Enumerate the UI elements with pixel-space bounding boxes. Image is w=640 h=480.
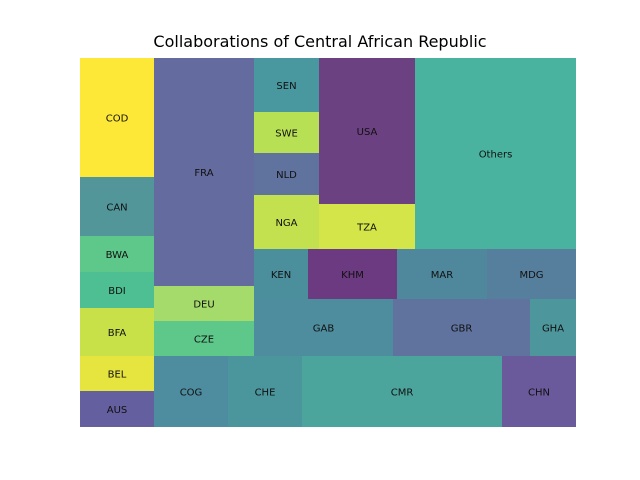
treemap-cell-cog (154, 356, 228, 427)
treemap-label-aus: AUS (107, 405, 128, 416)
treemap-cell-usa (319, 58, 415, 204)
treemap-label-mdg: MDG (519, 270, 543, 281)
treemap-cell-nga (254, 195, 319, 249)
treemap-label-gbr: GBR (451, 324, 473, 335)
treemap-label-swe: SWE (275, 129, 298, 140)
treemap-label-bwa: BWA (106, 250, 129, 261)
treemap-label-nga: NGA (275, 218, 297, 229)
chart-title: Collaborations of Central African Republ… (153, 32, 487, 51)
treemap-cell-others (415, 58, 576, 249)
treemap-label-cod: COD (106, 114, 129, 125)
treemap-label-tza: TZA (356, 223, 377, 234)
treemap-label-can: CAN (106, 203, 127, 214)
treemap-cell-deu (154, 286, 254, 321)
treemap-label-khm: KHM (341, 270, 364, 281)
treemap-label-gab: GAB (313, 324, 335, 335)
treemap-cell-tza (319, 204, 415, 249)
treemap-cell-bdi (80, 272, 154, 308)
treemap-cell-gbr (393, 299, 530, 356)
treemap-label-others: Others (479, 150, 513, 161)
treemap-cell-che (228, 356, 302, 427)
treemap-cell-cod (80, 58, 154, 177)
treemap-cell-cmr (302, 356, 502, 427)
treemap-label-mar: MAR (431, 270, 453, 281)
treemap-label-nld: NLD (276, 170, 297, 181)
treemap-cell-can (80, 177, 154, 236)
treemap-label-che: CHE (255, 388, 276, 399)
treemap-cell-swe (254, 112, 319, 153)
treemap-cell-chn (502, 356, 576, 427)
treemap-cell-mdg (487, 249, 576, 299)
treemap-cell-cze (154, 321, 254, 356)
treemap-label-deu: DEU (193, 300, 214, 311)
treemap-cell-bfa (80, 308, 154, 356)
treemap-cell-bel (80, 356, 154, 391)
treemap-cell-nld (254, 153, 319, 195)
treemap-label-sen: SEN (276, 81, 296, 92)
treemap-label-cze: CZE (194, 335, 214, 346)
treemap-label-bdi: BDI (108, 286, 126, 297)
treemap-cell-ken (254, 249, 308, 299)
treemap-label-fra: FRA (194, 168, 213, 179)
treemap-cell-khm (308, 249, 397, 299)
treemap-cell-sen (254, 58, 319, 112)
treemap-cell-aus (80, 391, 154, 427)
treemap-label-ken: KEN (271, 270, 291, 281)
treemap-label-bfa: BFA (108, 328, 127, 339)
treemap-cell-bwa (80, 236, 154, 272)
treemap-label-chn: CHN (528, 388, 550, 399)
treemap-label-usa: USA (357, 127, 378, 138)
treemap-label-bel: BEL (108, 370, 127, 381)
treemap-cell-gha (530, 299, 576, 356)
treemap-cell-mar (397, 249, 487, 299)
treemap-cell-fra (154, 58, 254, 286)
treemap-label-cog: COG (180, 388, 203, 399)
treemap-label-cmr: CMR (391, 388, 414, 399)
treemap-label-gha: GHA (542, 324, 564, 335)
treemap-cell-gab (254, 299, 393, 356)
